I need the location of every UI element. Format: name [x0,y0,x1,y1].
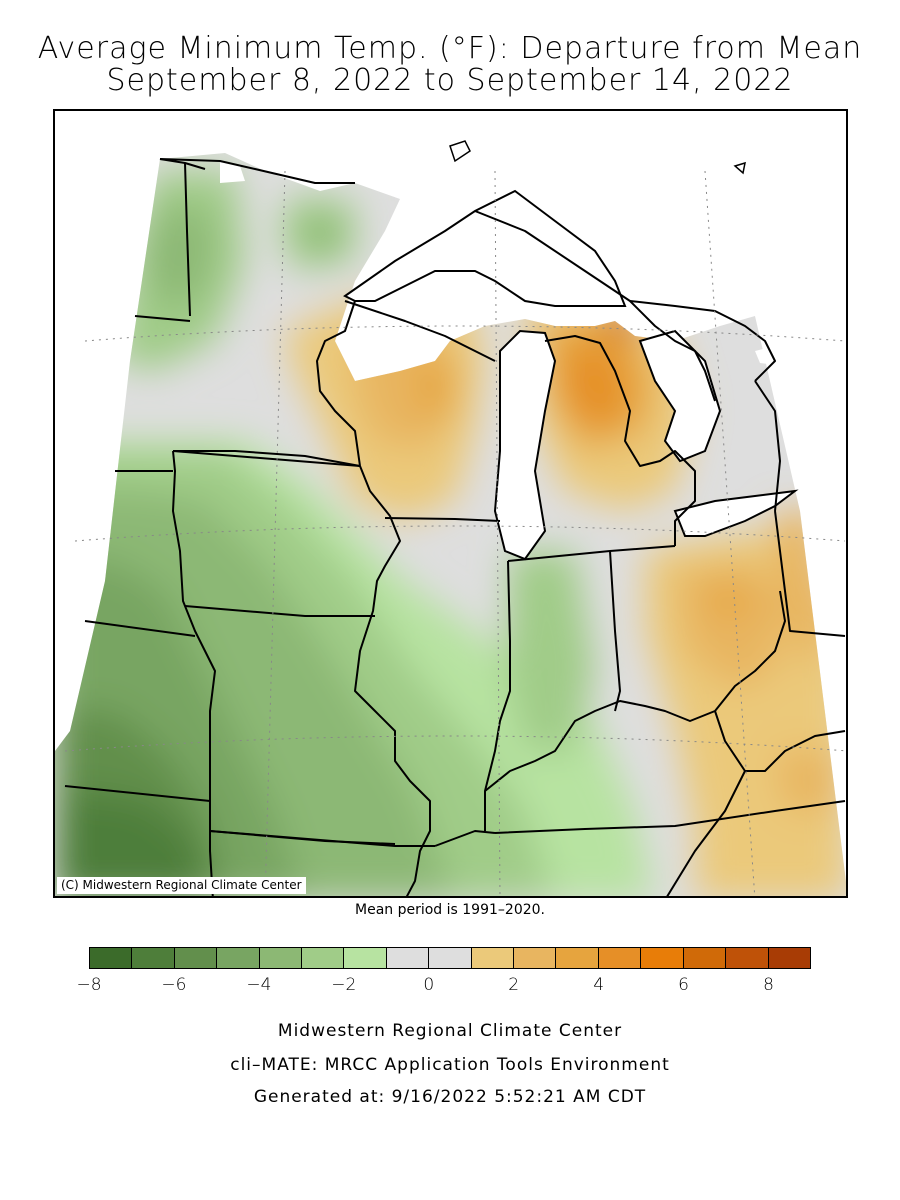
lake-ontario [755,341,815,366]
legend-tick-label: 0 [423,975,435,995]
legend-swatch [768,948,810,968]
map-title-line2: September 8, 2022 to September 14, 2022 [106,63,794,98]
legend-swatch [683,948,727,968]
state-boundaries [64,158,846,896]
legend-swatch [259,948,303,968]
legend-swatch [217,948,260,968]
legend-swatch [174,948,218,968]
legend-swatch [514,948,557,968]
legend-swatch [429,948,472,968]
legend-tick-label: 2 [508,975,520,995]
lakes [220,161,815,561]
legend-swatch [641,948,684,968]
graticule [64,170,846,896]
legend-swatch [344,948,387,968]
legend-tick-label: −2 [331,975,357,995]
color-legend [89,947,811,969]
mean-period-note: Mean period is 1991–2020. [355,902,545,918]
departure-map [55,140,846,896]
legend-tick-label: −8 [76,975,102,995]
legend-tick-label: −4 [246,975,272,995]
footer-tool: cli–MATE: MRCC Application Tools Environ… [230,1055,670,1075]
map-title-line1: Average Minimum Temp. (°F): Departure fr… [37,31,863,66]
legend-swatch [471,948,515,968]
lake-michigan [493,329,557,561]
legend-tick-label: 8 [763,975,774,995]
legend-swatch [302,948,345,968]
legend-swatch [386,948,430,968]
legend-tick-label: 6 [678,975,689,995]
legend-swatch [726,948,769,968]
copyright-label: (C) Midwestern Regional Climate Center [57,877,306,894]
legend-tick-label: −6 [161,975,187,995]
footer-org: Midwestern Regional Climate Center [277,1021,623,1041]
footer-generated: Generated at: 9/16/2022 5:52:21 AM CDT [253,1087,647,1107]
legend-swatch [598,948,642,968]
lake-huron [638,329,722,463]
legend-swatch [556,948,599,968]
legend-tick-label: 4 [593,975,605,995]
map-frame: (C) Midwestern Regional Climate Center [53,109,848,898]
isle-royale [449,140,746,175]
legend-swatch [90,948,133,968]
legend-swatch [132,948,175,968]
